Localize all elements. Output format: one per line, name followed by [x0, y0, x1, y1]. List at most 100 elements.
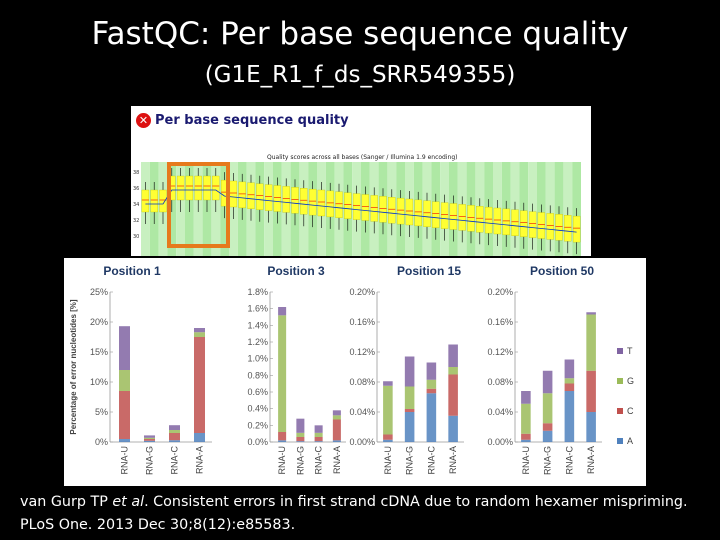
bar-segment-C [448, 374, 458, 416]
fastqc-box [555, 214, 563, 241]
fastqc-box [344, 192, 352, 219]
bar-segment-T [521, 391, 531, 404]
bar-segment-G [564, 378, 575, 384]
bar-segment-G [144, 437, 155, 439]
fastqc-box [537, 212, 546, 239]
bar-segment-A [169, 440, 180, 442]
fastqc-box [247, 182, 255, 209]
bar-segment-A [564, 391, 575, 442]
chart-position-3: Position 15 0.00% 0.04% 0.08% 0.12% 0.16% 0.20… [349, 264, 464, 475]
fastqc-box [282, 186, 290, 213]
bar-segment-T [296, 418, 305, 433]
chart-position-2: Position 3 0.0% 0.2% 0.4% 0.6% 0.8% 1.0% 1.2% 1.… [247, 264, 346, 475]
fastqc-box [388, 197, 396, 224]
fastqc-caption: Quality scores across all bases (Sanger … [267, 154, 458, 161]
bar-segment-T [448, 344, 458, 367]
bar-segment-C [564, 383, 575, 391]
chart-position-4: Position 50 0.00% 0.04% 0.08% 0.12% 0.16% 0.20… [487, 264, 634, 475]
bar-segment-A [542, 430, 553, 442]
y-tick-label: 0.6% [247, 387, 268, 397]
legend-swatch-G [617, 378, 623, 384]
chart-title: Position 3 [267, 264, 325, 278]
y-tick-label: 25% [90, 287, 108, 297]
x-category-label: RNA-C [426, 446, 436, 475]
bar-segment-T [314, 425, 323, 433]
bar-segment-C [586, 370, 596, 412]
fastqc-box [176, 175, 185, 201]
chart-position-1: Position 1 0% 5% 10% 15% 20% 25% RNA-U RNA-G RNA-… [69, 264, 212, 475]
citation-journal: PLoS One. 2013 Dec 30;8(12):e85583. [20, 517, 296, 533]
fastqc-box [352, 193, 361, 220]
x-category-label: RNA-G [295, 446, 305, 475]
fastqc-box [317, 189, 326, 217]
x-category-label: RNA-A [448, 446, 458, 474]
fastqc-box [379, 196, 387, 223]
bar-segment-C [332, 419, 341, 441]
bar-segment-C [278, 432, 287, 441]
fastqc-box [361, 194, 370, 221]
y-tick-label: 1.8% [247, 287, 268, 297]
bar-segment-G [332, 415, 341, 420]
fastqc-box [396, 197, 405, 225]
bar-segment-A [314, 441, 323, 442]
bar-segment-T [542, 370, 553, 394]
x-category-label: RNA-A [195, 446, 205, 474]
x-category-label: RNA-U [277, 446, 287, 475]
y-tick-label: 0.8% [247, 370, 268, 380]
bar-segment-A [521, 439, 531, 442]
citation-title: . Consistent errors in first strand cDNA… [144, 494, 688, 510]
bar-segment-G [521, 403, 531, 434]
bar-segment-T [586, 312, 596, 315]
fastqc-box [238, 181, 246, 209]
fastqc-box [308, 188, 317, 216]
fastqc-box [484, 206, 493, 234]
y-tick-label: 1.0% [247, 354, 268, 364]
legend-label-G: G [627, 376, 634, 386]
bar-segment-A [144, 440, 155, 442]
y-tick-label: 0.4% [247, 404, 268, 414]
bar-segment-G [296, 432, 305, 437]
bar-segment-C [119, 391, 130, 439]
legend-label-C: C [627, 406, 634, 416]
bar-segment-A [119, 439, 130, 442]
x-category-label: RNA-U [383, 446, 393, 475]
chart-title: Position 15 [397, 264, 461, 278]
bar-segment-G [586, 314, 596, 371]
fastqc-box [194, 175, 202, 201]
fastqc-box [141, 189, 150, 213]
bar-segment-C [426, 388, 437, 394]
fastqc-box [150, 189, 158, 213]
legend-label-T: T [627, 346, 633, 356]
fastqc-box [256, 183, 264, 210]
bar-segment-G [383, 385, 393, 435]
y-tick-label: 0.00% [487, 437, 513, 447]
y-tick-label: 5% [95, 407, 108, 417]
fastqc-box [493, 207, 502, 235]
y-tick-label: 0.16% [487, 317, 513, 327]
bar-segment-C [169, 433, 180, 441]
bar-segment-C [542, 423, 553, 431]
y-tick-label: 0.20% [487, 287, 513, 297]
bar-segment-C [383, 434, 393, 440]
fastqc-box [229, 180, 238, 208]
slide-subtitle: (G1E_R1_f_ds_SRR549355) [204, 62, 516, 88]
bar-segment-G [426, 379, 437, 389]
bar-segment-G [314, 432, 323, 437]
bar-segment-T [169, 425, 180, 430]
bar-segment-C [296, 437, 305, 442]
bar-segment-G [542, 393, 553, 424]
chart-title: Position 50 [530, 264, 594, 278]
bar-segment-G [404, 386, 415, 409]
citation-et-al: et al [112, 494, 145, 510]
fastqc-box [572, 215, 581, 243]
bar-segment-T [144, 435, 155, 438]
fastqc-box [432, 201, 440, 228]
fastqc-y-tick: 36 [133, 186, 139, 192]
fastqc-box [370, 195, 378, 222]
bar-segment-C [314, 437, 323, 442]
legend-swatch-A [617, 438, 623, 444]
y-tick-label: 0.08% [349, 377, 375, 387]
y-tick-label: 20% [90, 317, 108, 327]
y-tick-label: 0.0% [247, 437, 268, 447]
y-tick-label: 0.2% [247, 420, 268, 430]
